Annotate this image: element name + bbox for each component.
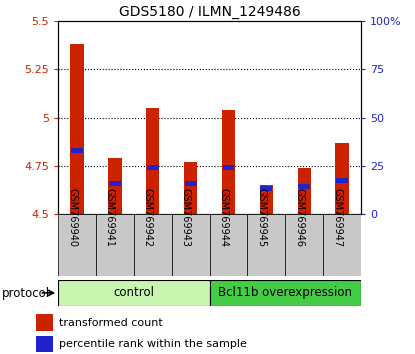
Bar <box>247 214 285 276</box>
Bar <box>298 168 311 214</box>
Bar <box>36 314 53 331</box>
Bar <box>298 184 310 189</box>
Bar <box>286 214 323 276</box>
Bar <box>71 148 83 153</box>
Text: Bcl11b overexpression: Bcl11b overexpression <box>218 286 352 299</box>
Text: control: control <box>113 286 154 299</box>
Bar <box>336 178 348 183</box>
Bar <box>58 280 210 306</box>
Bar <box>323 214 361 276</box>
Text: GSM769945: GSM769945 <box>256 188 266 247</box>
Text: GSM769941: GSM769941 <box>105 188 115 247</box>
Bar <box>172 214 210 276</box>
Bar <box>58 214 96 276</box>
Bar <box>96 214 134 276</box>
Text: GSM769943: GSM769943 <box>181 188 190 247</box>
Bar <box>147 165 159 170</box>
Text: GSM769940: GSM769940 <box>67 188 77 247</box>
Bar <box>261 186 272 190</box>
Bar <box>222 110 235 214</box>
Text: GSM769947: GSM769947 <box>332 188 342 247</box>
Bar <box>36 336 53 352</box>
Text: GSM769946: GSM769946 <box>294 188 304 247</box>
Bar <box>134 214 172 276</box>
Bar <box>335 143 349 214</box>
Text: transformed count: transformed count <box>59 318 163 327</box>
Bar <box>185 181 197 186</box>
Bar <box>222 165 234 170</box>
Bar <box>260 185 273 214</box>
Bar <box>109 181 121 186</box>
Title: GDS5180 / ILMN_1249486: GDS5180 / ILMN_1249486 <box>119 5 300 19</box>
Bar <box>108 158 122 214</box>
Text: GSM769942: GSM769942 <box>143 188 153 247</box>
Bar <box>184 162 197 214</box>
Bar <box>210 214 247 276</box>
Text: GSM769944: GSM769944 <box>219 188 229 247</box>
Bar <box>210 280 361 306</box>
Text: percentile rank within the sample: percentile rank within the sample <box>59 339 247 349</box>
Bar <box>71 44 84 214</box>
Text: protocol: protocol <box>2 287 50 299</box>
Bar <box>146 108 159 214</box>
